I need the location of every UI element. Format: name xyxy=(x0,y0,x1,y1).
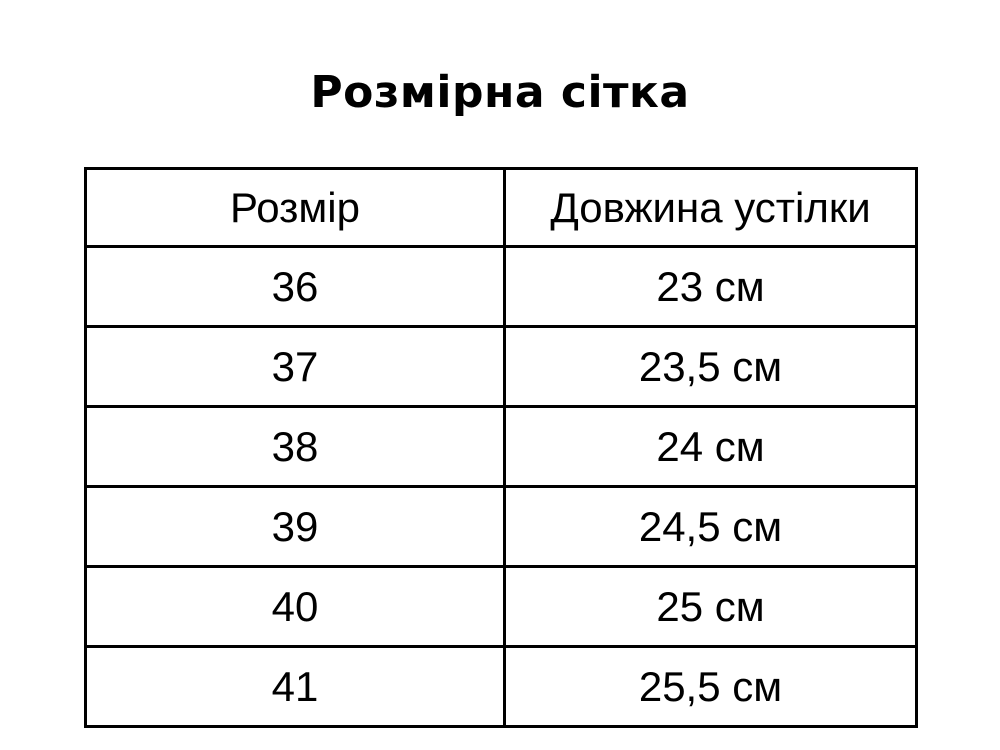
table-header-row: Розмір Довжина устілки xyxy=(84,167,918,248)
table-row: 36 23 см xyxy=(84,245,918,328)
cell-length: 23 см xyxy=(503,245,918,328)
header-cell-size: Розмір xyxy=(84,167,506,248)
table-row: 41 25,5 см xyxy=(84,645,918,728)
cell-length: 24 см xyxy=(503,405,918,488)
cell-length: 24,5 см xyxy=(503,485,918,568)
cell-length: 23,5 см xyxy=(503,325,918,408)
cell-size: 36 xyxy=(84,245,506,328)
table-row: 40 25 см xyxy=(84,565,918,648)
cell-size: 39 xyxy=(84,485,506,568)
size-table: Розмір Довжина устілки 36 23 см 37 23,5 … xyxy=(84,167,918,728)
cell-size: 37 xyxy=(84,325,506,408)
cell-length: 25,5 см xyxy=(503,645,918,728)
table-row: 39 24,5 см xyxy=(84,485,918,568)
header-cell-length: Довжина устілки xyxy=(503,167,918,248)
cell-size: 40 xyxy=(84,565,506,648)
cell-size: 41 xyxy=(84,645,506,728)
cell-size: 38 xyxy=(84,405,506,488)
cell-length: 25 см xyxy=(503,565,918,648)
page-title: Розмірна сітка xyxy=(310,67,690,118)
table-row: 37 23,5 см xyxy=(84,325,918,408)
table-row: 38 24 см xyxy=(84,405,918,488)
